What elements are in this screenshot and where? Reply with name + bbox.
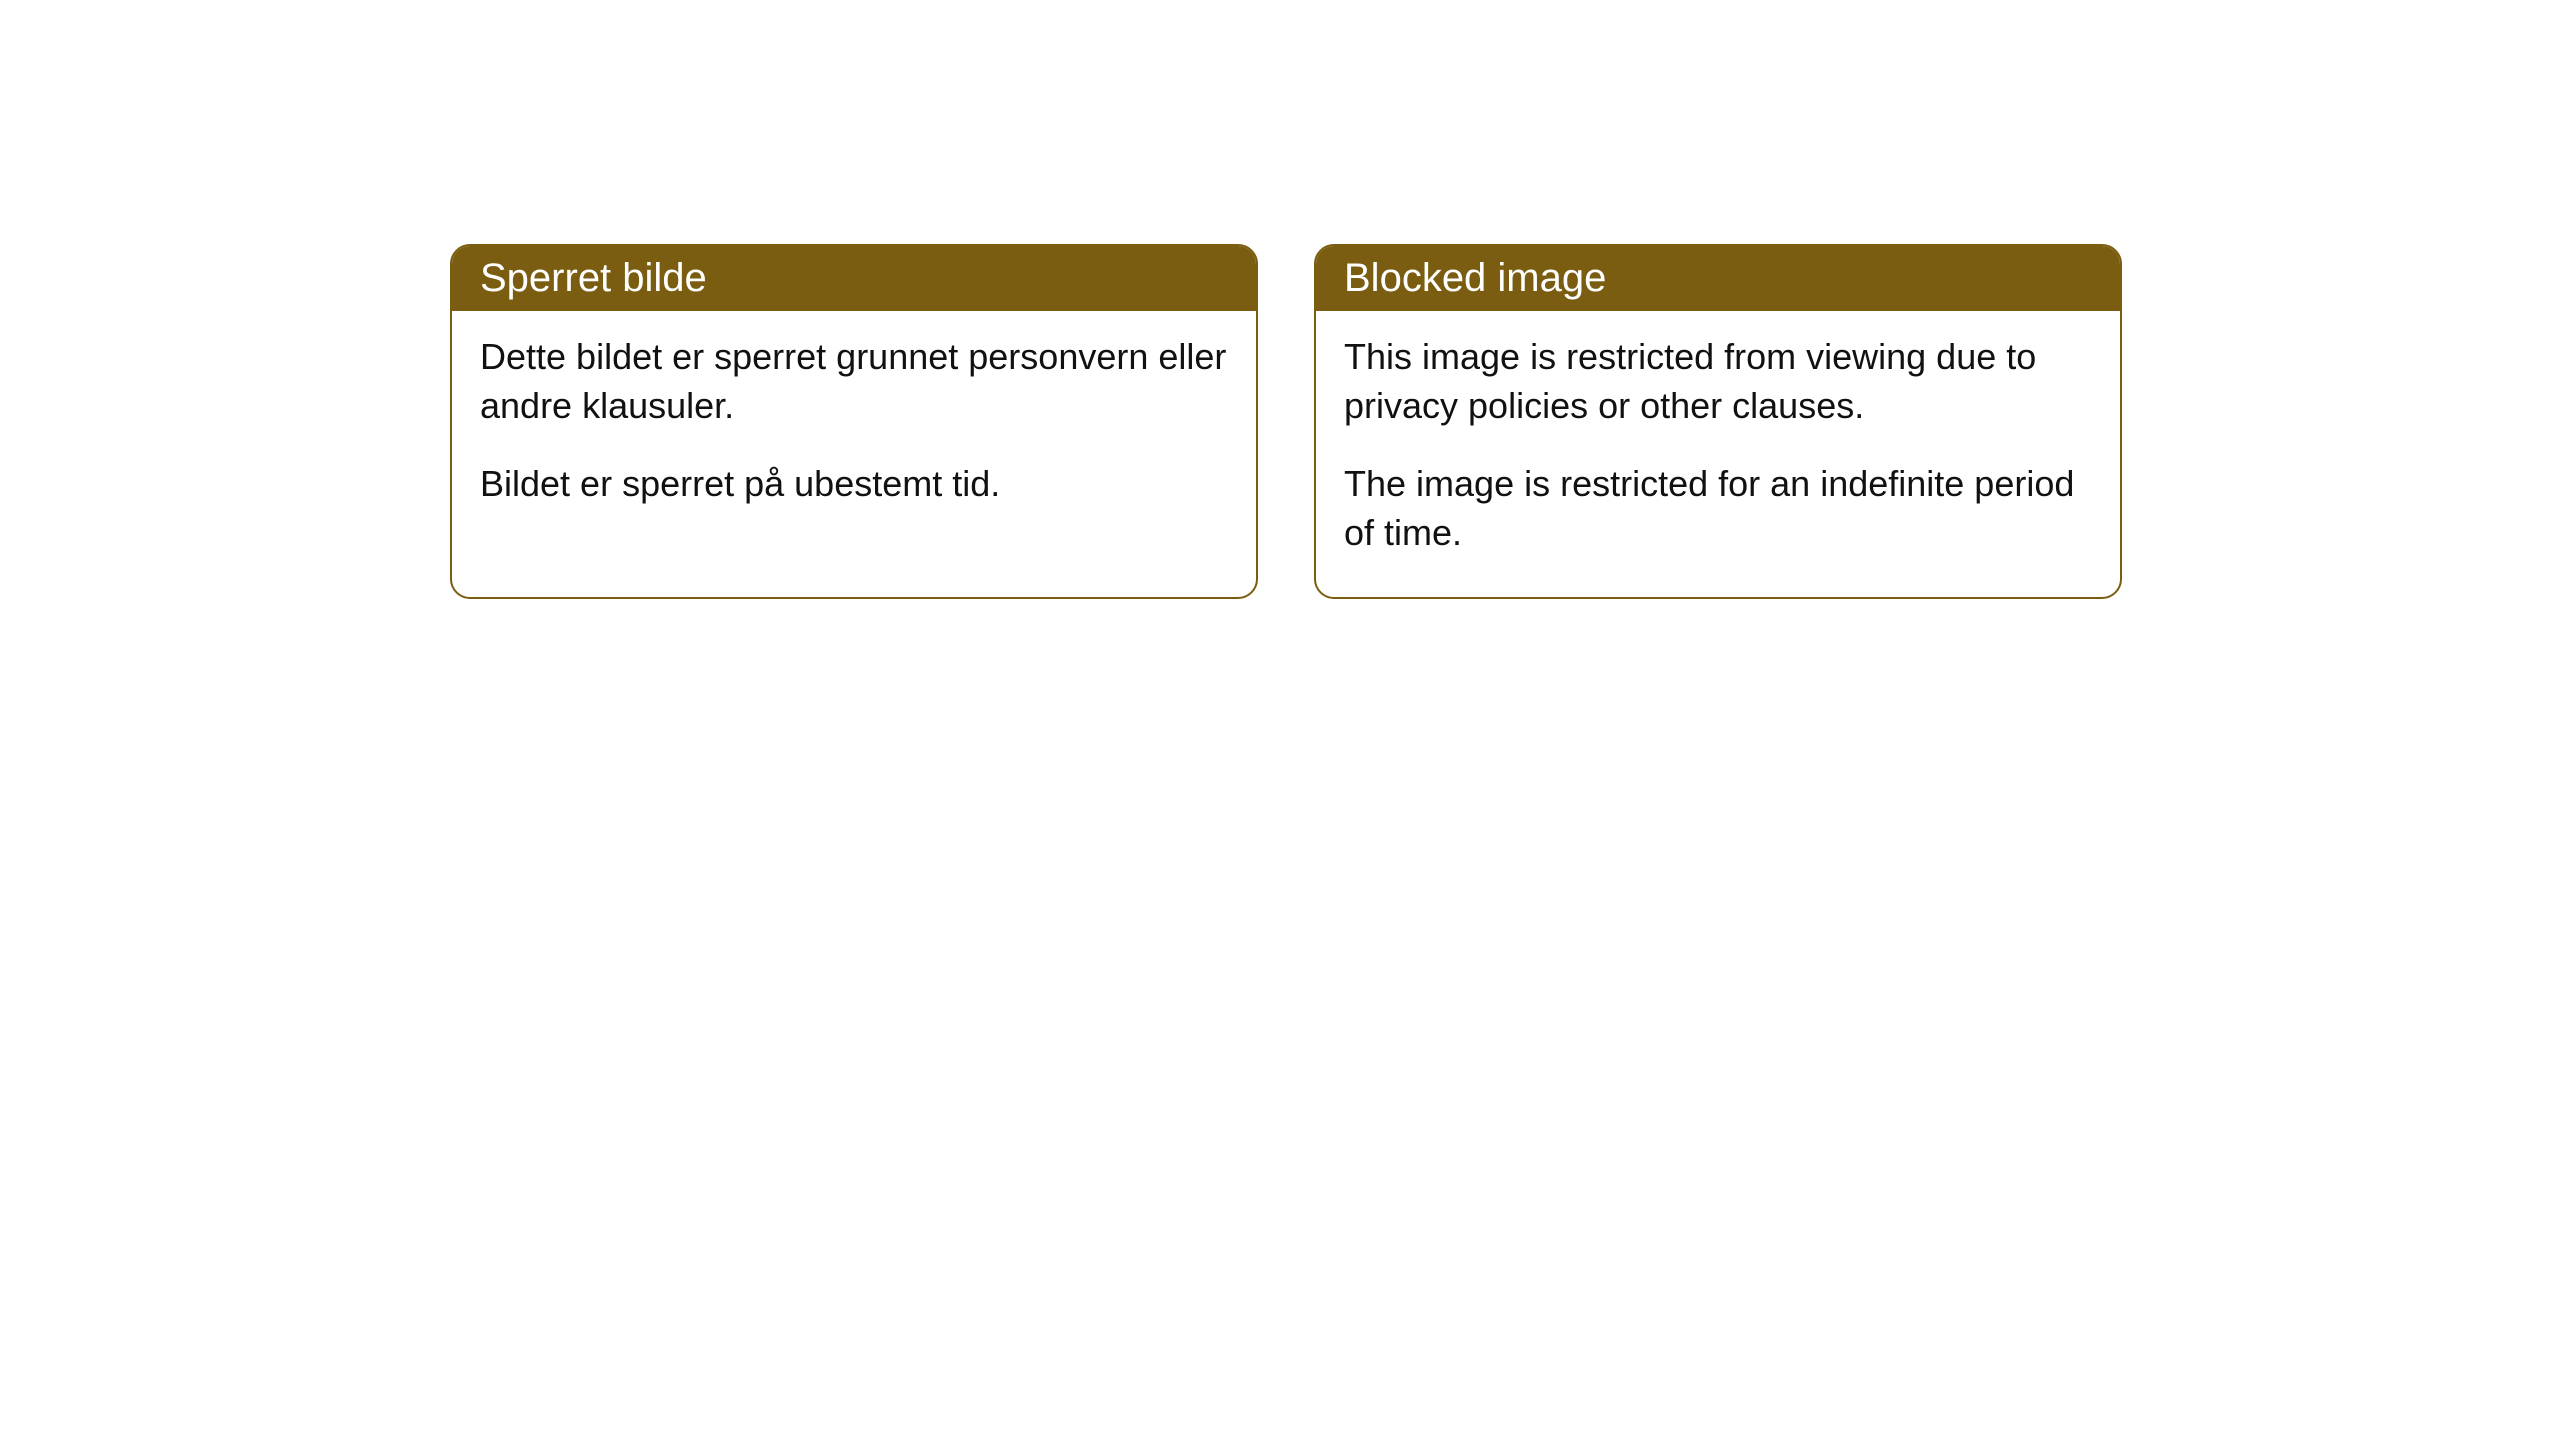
card-body: Dette bildet er sperret grunnet personve… (452, 311, 1256, 549)
card-title: Blocked image (1344, 256, 1606, 300)
card-title: Sperret bilde (480, 256, 707, 300)
card-header: Sperret bilde (452, 246, 1256, 311)
card-body: This image is restricted from viewing du… (1316, 311, 2120, 597)
notice-cards-container: Sperret bilde Dette bildet er sperret gr… (450, 244, 2122, 599)
card-paragraph: Dette bildet er sperret grunnet personve… (480, 333, 1228, 430)
notice-card-english: Blocked image This image is restricted f… (1314, 244, 2122, 599)
card-paragraph: The image is restricted for an indefinit… (1344, 460, 2092, 557)
card-paragraph: Bildet er sperret på ubestemt tid. (480, 460, 1228, 509)
notice-card-norwegian: Sperret bilde Dette bildet er sperret gr… (450, 244, 1258, 599)
card-paragraph: This image is restricted from viewing du… (1344, 333, 2092, 430)
card-header: Blocked image (1316, 246, 2120, 311)
